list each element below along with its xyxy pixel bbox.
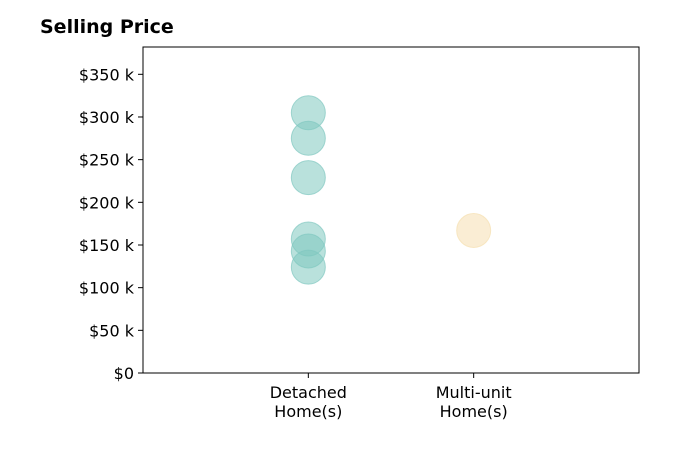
x-tick-label: Multi-unit Home(s) — [436, 383, 512, 421]
y-tick-label: $200 k — [79, 193, 135, 212]
data-point — [290, 120, 326, 156]
data-point — [290, 160, 326, 196]
plot-frame — [142, 46, 640, 374]
y-tick-label: $250 k — [79, 151, 135, 170]
chart-title: Selling Price — [40, 16, 174, 38]
y-tick-label: $0 — [114, 364, 134, 383]
y-tick-label: $350 k — [79, 65, 135, 84]
x-tick-label: Detached Home(s) — [270, 383, 347, 421]
y-tick-label: $50 k — [89, 321, 135, 340]
y-tick-label: $150 k — [79, 236, 135, 255]
y-tick-label: $100 k — [79, 279, 135, 298]
data-point — [290, 249, 326, 285]
y-tick-label: $300 k — [79, 108, 135, 127]
data-point — [456, 212, 492, 248]
